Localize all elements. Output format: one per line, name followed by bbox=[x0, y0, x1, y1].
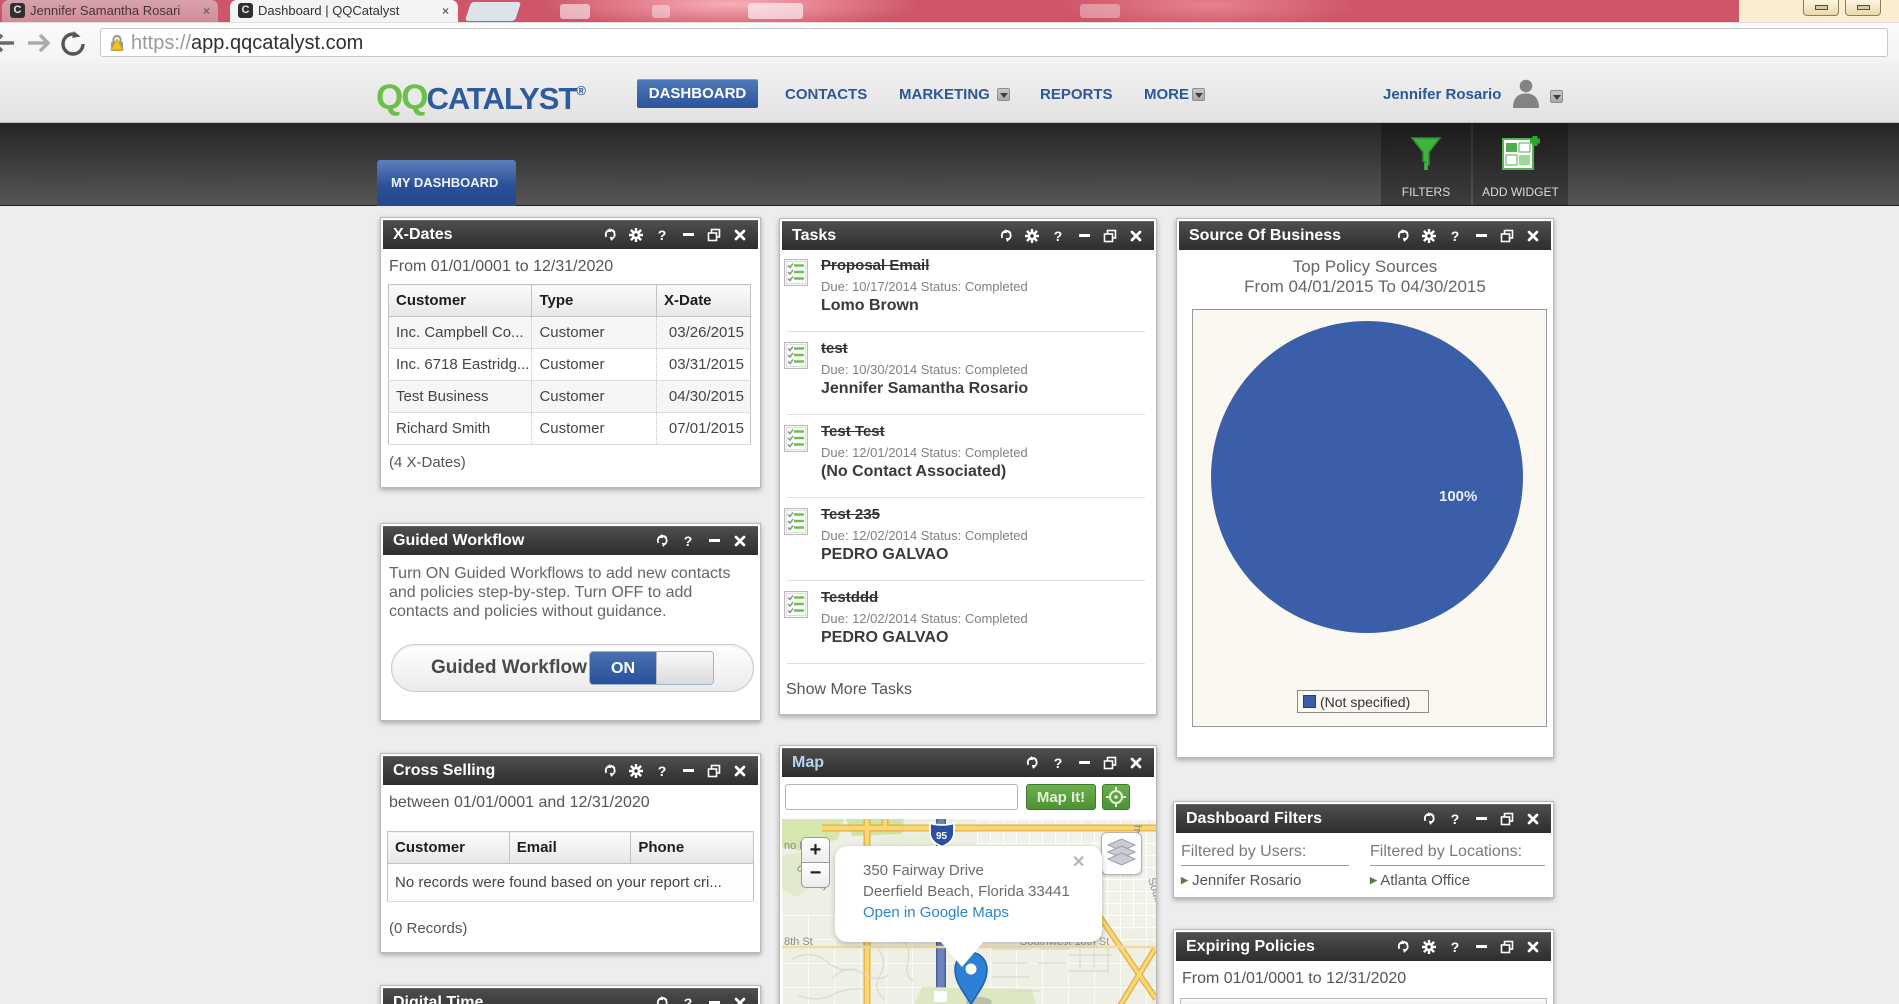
svg-text:no F: no F bbox=[784, 840, 806, 852]
svg-text:100%: 100% bbox=[1439, 488, 1477, 505]
svg-text:95: 95 bbox=[936, 831, 948, 842]
svg-text:8th St: 8th St bbox=[784, 936, 813, 948]
